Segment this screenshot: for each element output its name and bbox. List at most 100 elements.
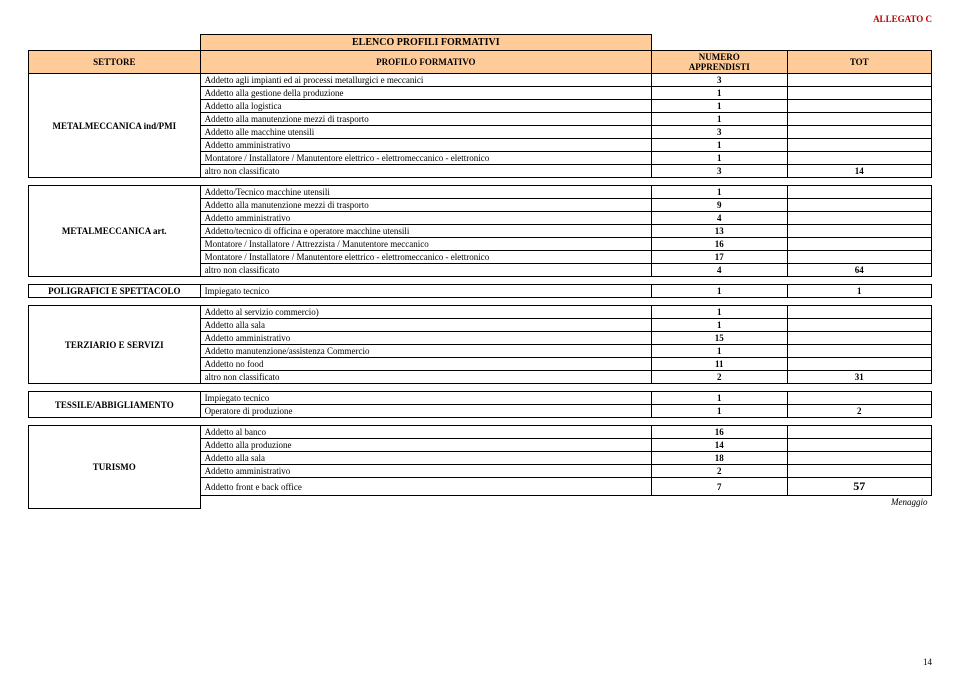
tot-cell	[787, 126, 932, 139]
tot-cell	[787, 306, 932, 319]
tot-cell	[787, 87, 932, 100]
num-cell: 2	[652, 371, 787, 384]
profile-cell: Impiegato tecnico	[200, 285, 652, 298]
profile-cell: Addetto no food	[200, 358, 652, 371]
tot-cell	[787, 452, 932, 465]
page-number: 14	[923, 657, 932, 667]
num-cell: 11	[652, 358, 787, 371]
sector-cell: TESSILE/ABBIGLIAMENTO	[29, 392, 201, 418]
profile-cell: Addetto alle macchine utensili	[200, 126, 652, 139]
num-cell: 1	[652, 392, 787, 405]
tot-cell: 64	[787, 264, 932, 277]
sector-cell: METALMECCANICA art.	[29, 186, 201, 277]
num-cell: 7	[652, 478, 787, 496]
num-cell: 1	[652, 152, 787, 165]
num-cell: 1	[652, 100, 787, 113]
tot-cell	[787, 139, 932, 152]
tot-cell	[787, 113, 932, 126]
tot-cell	[787, 345, 932, 358]
tot-cell: 2	[787, 405, 932, 418]
tot-cell	[787, 238, 932, 251]
profile-cell: Montatore / Installatore / Manutentore e…	[200, 251, 652, 264]
num-cell: 9	[652, 199, 787, 212]
num-cell: 16	[652, 426, 787, 439]
profile-cell: Addetto alla gestione della produzione	[200, 87, 652, 100]
tot-cell	[787, 212, 932, 225]
main-table: ELENCO PROFILI FORMATIVISETTOREPROFILO F…	[28, 34, 932, 509]
col-header-settore: SETTORE	[29, 51, 201, 74]
num-cell: 1	[652, 319, 787, 332]
profile-cell: Addetto front e back office	[200, 478, 652, 496]
num-cell: 16	[652, 238, 787, 251]
profile-cell: Addetto alla produzione	[200, 439, 652, 452]
tot-cell	[787, 439, 932, 452]
profile-cell: Addetto alla manutenzione mezzi di trasp…	[200, 199, 652, 212]
num-cell: 1	[652, 285, 787, 298]
profile-cell: Operatore di produzione	[200, 405, 652, 418]
profile-cell: Addetto/tecnico di officina e operatore …	[200, 225, 652, 238]
num-cell: 3	[652, 165, 787, 178]
num-cell: 1	[652, 186, 787, 199]
tot-cell: 57	[787, 478, 932, 496]
profile-cell: Addetto al servizio commercio)	[200, 306, 652, 319]
col-header-numero: NUMEROAPPRENDISTI	[652, 51, 787, 74]
num-cell: 17	[652, 251, 787, 264]
num-cell: 13	[652, 225, 787, 238]
allegato-label: ALLEGATO C	[28, 14, 932, 24]
table-title: ELENCO PROFILI FORMATIVI	[200, 35, 652, 51]
tot-cell: 14	[787, 165, 932, 178]
profile-cell: Addetto al banco	[200, 426, 652, 439]
tot-cell	[787, 319, 932, 332]
profile-cell: Addetto/Tecnico macchine utensili	[200, 186, 652, 199]
sector-cell: TURISMO	[29, 426, 201, 509]
profile-cell: altro non classificato	[200, 264, 652, 277]
profile-cell: Addetto amministrativo	[200, 332, 652, 345]
num-cell: 1	[652, 345, 787, 358]
section-note: Menaggio	[787, 496, 932, 509]
tot-cell	[787, 426, 932, 439]
tot-cell	[787, 186, 932, 199]
profile-cell: altro non classificato	[200, 371, 652, 384]
tot-cell	[787, 358, 932, 371]
tot-cell	[787, 199, 932, 212]
num-cell: 1	[652, 139, 787, 152]
num-cell: 4	[652, 212, 787, 225]
profile-cell: altro non classificato	[200, 165, 652, 178]
num-cell: 1	[652, 87, 787, 100]
num-cell: 18	[652, 452, 787, 465]
profile-cell: Addetto alla sala	[200, 452, 652, 465]
profile-cell: Montatore / Installatore / Attrezzista /…	[200, 238, 652, 251]
tot-cell	[787, 332, 932, 345]
num-cell: 1	[652, 306, 787, 319]
profile-cell: Addetto alla sala	[200, 319, 652, 332]
tot-cell	[787, 225, 932, 238]
num-cell: 2	[652, 465, 787, 478]
profile-cell: Addetto agli impianti ed ai processi met…	[200, 74, 652, 87]
tot-cell	[787, 251, 932, 264]
profile-cell: Addetto alla manutenzione mezzi di trasp…	[200, 113, 652, 126]
num-cell: 14	[652, 439, 787, 452]
col-header-tot: TOT	[787, 51, 932, 74]
tot-cell	[787, 152, 932, 165]
sector-cell: TERZIARIO E SERVIZI	[29, 306, 201, 384]
col-header-profilo: PROFILO FORMATIVO	[200, 51, 652, 74]
num-cell: 1	[652, 405, 787, 418]
profile-cell: Montatore / Installatore / Manutentore e…	[200, 152, 652, 165]
profile-cell: Addetto alla logistica	[200, 100, 652, 113]
tot-cell	[787, 465, 932, 478]
profile-cell: Addetto amministrativo	[200, 139, 652, 152]
profile-cell: Impiegato tecnico	[200, 392, 652, 405]
tot-cell: 31	[787, 371, 932, 384]
num-cell: 3	[652, 126, 787, 139]
num-cell: 15	[652, 332, 787, 345]
tot-cell	[787, 74, 932, 87]
sector-cell: POLIGRAFICI E SPETTACOLO	[29, 285, 201, 298]
tot-cell	[787, 392, 932, 405]
profile-cell: Addetto amministrativo	[200, 465, 652, 478]
tot-cell: 1	[787, 285, 932, 298]
tot-cell	[787, 100, 932, 113]
profile-cell: Addetto manutenzione/assistenza Commerci…	[200, 345, 652, 358]
num-cell: 3	[652, 74, 787, 87]
num-cell: 4	[652, 264, 787, 277]
num-cell: 1	[652, 113, 787, 126]
